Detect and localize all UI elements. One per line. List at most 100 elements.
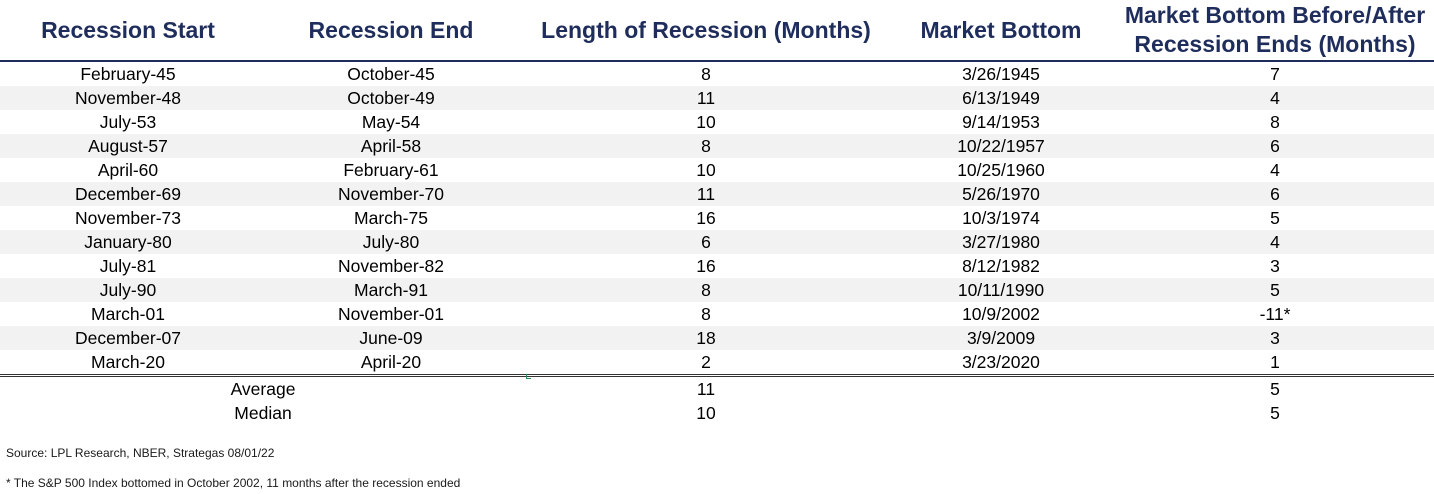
cell-market-bottom: 10/22/1957 [886,134,1116,158]
cell-recession-start: January-80 [0,230,256,254]
cell-length: 10 [696,112,716,132]
cell-recession-start: April-60 [97,160,159,180]
cell-length: 18 [526,326,886,350]
cell-market-bottom: 10/11/1990 [886,278,1116,302]
cell-market-bottom: 8/12/1982 [962,256,1040,276]
cell-before-after: 8 [1270,112,1280,132]
cell-recession-end: March-91 [256,278,526,302]
recession-table: Recession Start Recession End Length of … [0,0,1434,426]
cell-recession-end: July-80 [256,230,526,254]
cell-before-after: 4 [1116,230,1434,254]
table-row: December-69 November-70 11 5/26/1970 6 [0,182,1434,206]
cell-length: 8 [701,304,711,324]
cell-error-indicator-icon [526,374,531,379]
cell-recession-start: February-45 [80,64,176,84]
cell-length: 16 [696,256,716,276]
cell-recession-start: March-01 [91,304,165,324]
table-row: November-73 March-75 16 10/3/1974 5 [0,206,1434,230]
cell-recession-start: July-90 [0,278,256,302]
cell-market-bottom: 3/26/1945 [962,64,1040,84]
cell-before-after: 7 [1270,64,1280,84]
table-row: December-07 June-09 18 3/9/2009 3 [0,326,1434,350]
cell-recession-start: July-81 [99,256,157,276]
summary-before-after: 5 [1270,379,1280,399]
source-note: Source: LPL Research, NBER, Strategas 08… [6,446,275,460]
table-header: Recession Start Recession End Length of … [0,0,1434,62]
cell-recession-end: October-45 [347,64,435,84]
table-row: August-57 April-58 8 10/22/1957 6 [0,134,1434,158]
cell-length: 11 [526,182,886,206]
cell-before-after: -11* [1259,304,1291,324]
cell-recession-end: November-01 [337,304,445,324]
recession-table-container: Recession Start Recession End Length of … [0,0,1434,426]
cell-market-bottom: 5/26/1970 [886,182,1116,206]
summary-length: 11 [696,379,716,399]
cell-recession-start: December-69 [0,182,256,206]
cell-recession-start: December-07 [0,326,256,350]
cell-recession-start: August-57 [0,134,256,158]
table-row: January-80 July-80 6 3/27/1980 4 [0,230,1434,254]
cell-recession-end: February-61 [343,160,439,180]
cell-before-after: 6 [1116,134,1434,158]
table-row: April-60 February-61 10 10/25/1960 4 [0,158,1434,182]
cell-length: 6 [526,230,886,254]
cell-recession-end: October-49 [256,86,526,110]
cell-recession-start: March-20 [0,350,256,377]
cell-before-after: 5 [1270,208,1280,228]
cell-recession-start: November-73 [74,208,182,228]
header-recession-end: Recession End [256,0,526,62]
header-market-bottom: Market Bottom [886,0,1116,62]
cell-before-after: 1 [1116,350,1434,377]
cell-recession-end: June-09 [256,326,526,350]
header-recession-start: Recession Start [0,0,256,62]
table-summary: Average 11 5 Median 10 5 [0,376,1434,426]
summary-row: Median 10 5 [0,401,1434,425]
cell-recession-start: July-53 [99,112,157,132]
cell-market-bottom: 10/9/2002 [962,304,1040,324]
summary-empty [886,401,1116,425]
table-row: March-20 April-20 2 3/23/2020 1 [0,350,1434,377]
table-body: February-45 October-45 8 3/26/1945 7 November… [0,61,1434,377]
cell-length: 8 [701,64,711,84]
table-row: February-45 October-45 8 3/26/1945 7 [0,61,1434,86]
summary-label: Average [230,379,296,399]
cell-recession-start: November-48 [0,86,256,110]
table-row: July-81 November-82 16 8/12/1982 3 [0,254,1434,278]
summary-empty [886,376,1116,402]
cell-before-after: 4 [1270,160,1280,180]
cell-market-bottom: 3/9/2009 [886,326,1116,350]
cell-length: 8 [526,134,886,158]
cell-market-bottom: 9/14/1953 [962,112,1040,132]
cell-recession-end: March-75 [354,208,428,228]
cell-length: 2 [526,350,886,377]
cell-market-bottom: 3/27/1980 [886,230,1116,254]
cell-recession-end: April-58 [256,134,526,158]
cell-before-after: 3 [1116,326,1434,350]
table-row: July-53 May-54 10 9/14/1953 8 [0,110,1434,134]
footnote: * The S&P 500 Index bottomed in October … [6,476,461,490]
cell-length: 8 [526,278,886,302]
cell-before-after: 6 [1116,182,1434,206]
cell-market-bottom: 10/3/1974 [962,208,1040,228]
cell-market-bottom: 10/25/1960 [957,160,1045,180]
header-row: Recession Start Recession End Length of … [0,0,1434,62]
cell-length: 10 [696,160,716,180]
summary-label: Median [234,403,292,423]
cell-recession-end: November-70 [256,182,526,206]
summary-length: 10 [696,403,716,423]
cell-before-after: 5 [1116,278,1434,302]
cell-before-after: 4 [1116,86,1434,110]
header-length-of-recession: Length of Recession (Months) [526,0,886,62]
cell-length: 16 [696,208,716,228]
cell-before-after: 3 [1270,256,1280,276]
summary-row: Average 11 5 [0,376,1434,402]
summary-before-after: 5 [1270,403,1280,423]
cell-recession-end: May-54 [361,112,421,132]
cell-length: 11 [526,86,886,110]
table-row: November-48 October-49 11 6/13/1949 4 [0,86,1434,110]
cell-market-bottom: 3/23/2020 [886,350,1116,377]
cell-recession-end: November-82 [337,256,445,276]
table-row: March-01 November-01 8 10/9/2002 -11* [0,302,1434,326]
cell-recession-end: April-20 [256,350,526,377]
header-market-bottom-before-after: Market Bottom Before/After Recession End… [1116,0,1434,62]
